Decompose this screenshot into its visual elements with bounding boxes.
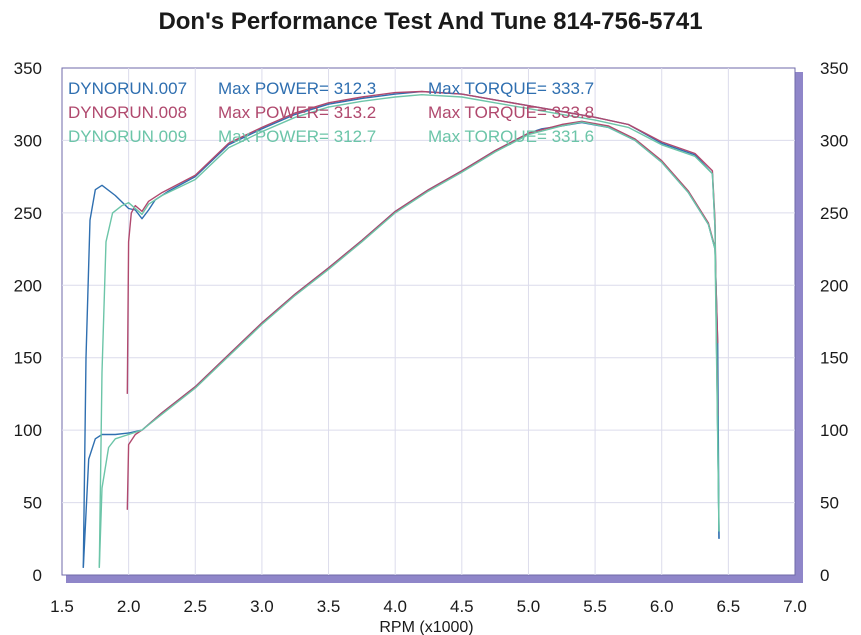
series-power-line-dynorun-008 — [126, 120, 719, 510]
legend-run-name: DYNORUN.007 — [68, 79, 187, 98]
x-tick-label: 5.0 — [517, 597, 541, 616]
x-axis-label: RPM (x1000) — [379, 619, 473, 635]
y-tick-label-right: 150 — [820, 349, 848, 368]
y-tick-label-left: 0 — [33, 566, 42, 585]
x-tick-label: 3.0 — [250, 597, 274, 616]
y-tick-label-right: 300 — [820, 131, 848, 150]
x-tick-label: 6.5 — [717, 597, 741, 616]
x-tick-label: 5.5 — [583, 597, 607, 616]
x-tick-label: 6.0 — [650, 597, 674, 616]
legend-max-power: Max POWER= 312.3 — [218, 79, 376, 98]
legend-run-name: DYNORUN.009 — [68, 127, 187, 146]
x-tick-label: 2.5 — [183, 597, 207, 616]
legend-max-power: Max POWER= 313.2 — [218, 103, 376, 122]
chart-title: Don's Performance Test And Tune 814-756-… — [158, 8, 703, 35]
x-tick-label: 4.5 — [450, 597, 474, 616]
plot-area — [61, 67, 796, 576]
x-tick-label: 1.5 — [50, 597, 74, 616]
y-tick-label-left: 150 — [14, 349, 42, 368]
series-power-line-dynorun-009 — [98, 121, 720, 568]
y-tick-label-right: 50 — [820, 494, 839, 513]
frame-shadow-bottom — [66, 575, 803, 583]
legend-run-name: DYNORUN.008 — [68, 103, 187, 122]
legend-max-torque: Max TORQUE= 333.7 — [428, 79, 594, 98]
legend-max-power: Max POWER= 312.7 — [218, 127, 376, 146]
y-tick-label-right: 100 — [820, 421, 848, 440]
y-tick-label-left: 250 — [14, 204, 42, 223]
x-tick-label: 3.5 — [317, 597, 341, 616]
y-tick-label-left: 350 — [14, 59, 42, 78]
y-tick-label-right: 250 — [820, 204, 848, 223]
series-torque-line-dynorun-008 — [126, 90, 719, 416]
y-tick-label-right: 200 — [820, 276, 848, 295]
x-tick-label: 2.0 — [117, 597, 141, 616]
legend-max-torque: Max TORQUE= 333.8 — [428, 103, 594, 122]
y-tick-label-right: 350 — [820, 59, 848, 78]
x-tick-label: 4.0 — [383, 597, 407, 616]
frame-shadow-right — [795, 72, 803, 583]
y-tick-label-left: 200 — [14, 276, 42, 295]
y-tick-label-left: 300 — [14, 131, 42, 150]
y-tick-label-left: 100 — [14, 421, 42, 440]
series-torque-line-dynorun-009 — [98, 94, 720, 568]
y-tick-label-left: 50 — [23, 494, 42, 513]
series-torque-line-dynorun-007 — [82, 90, 720, 568]
legend: DYNORUN.007 Max POWER= 312.3 Max TORQUE= 3… — [68, 79, 594, 146]
x-tick-label: 7.0 — [783, 597, 807, 616]
legend-max-torque: Max TORQUE= 331.6 — [428, 127, 594, 146]
y-tick-label-right: 0 — [820, 566, 829, 585]
